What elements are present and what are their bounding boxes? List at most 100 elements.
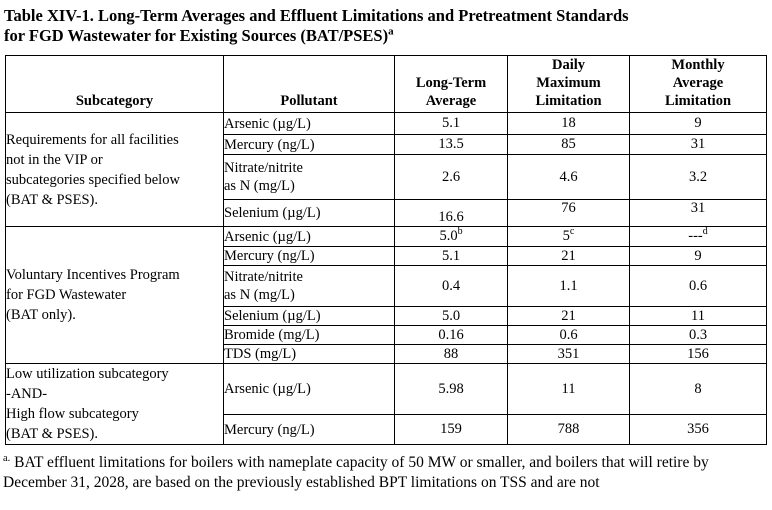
daily-maximum-cell: 5c bbox=[507, 226, 630, 247]
long-term-average-cell: 2.6 bbox=[394, 154, 508, 200]
page-title: Table XIV-1. Long-Term Averages and Effl… bbox=[4, 6, 772, 46]
long-term-average-cell: 16.6 bbox=[394, 199, 508, 227]
table-row: Voluntary Incentives Program for FGD Was… bbox=[5, 226, 767, 364]
pollutant-cell: Mercury (ng/L) bbox=[223, 246, 395, 266]
pollutant-cell: Arsenic (µg/L) bbox=[223, 112, 395, 135]
header-daily-maximum-limitation: Daily Maximum Limitation bbox=[507, 55, 630, 113]
daily-maximum-cell: 4.6 bbox=[507, 154, 630, 200]
monthly-average-cell: 31 bbox=[629, 134, 767, 155]
table-row: Nitrate/nitrite as N (mg/L) 2.6 4.6 3.2 bbox=[6, 154, 767, 200]
long-term-average-cell: 5.0 bbox=[394, 306, 508, 326]
cell-value: 21 bbox=[561, 307, 576, 324]
long-term-average-cell: 0.16 bbox=[394, 325, 508, 345]
header-long-term-average: Long-Term Average bbox=[394, 55, 508, 113]
pollutant-cell: Nitrate/nitrite as N (mg/L) bbox=[223, 154, 395, 200]
cell-value: 0.6 bbox=[688, 277, 708, 294]
long-term-average-cell: 5.1 bbox=[394, 112, 508, 135]
daily-maximum-cell: 0.6 bbox=[507, 325, 630, 345]
value-superscript: d bbox=[702, 226, 708, 238]
daily-maximum-cell: 11 bbox=[507, 363, 630, 415]
header-monthly-average-limitation: Monthly Average Limitation bbox=[629, 55, 767, 113]
pollutant-cell: TDS (mg/L) bbox=[223, 344, 395, 364]
daily-maximum-cell: 1.1 bbox=[507, 265, 630, 307]
header-pollutant: Pollutant bbox=[223, 55, 395, 113]
pollutant-cell: Selenium (µg/L) bbox=[223, 306, 395, 326]
cell-value: 16.6 bbox=[438, 209, 464, 225]
pollutant-cell: Arsenic (µg/L) bbox=[223, 226, 395, 247]
table-row: Requirements for all facilities not in t… bbox=[5, 112, 767, 227]
cell-value: 5.1 bbox=[441, 115, 461, 131]
subcategory-cell: Voluntary Incentives Program for FGD Was… bbox=[5, 226, 224, 364]
pollutant-cell: Bromide (mg/L) bbox=[223, 325, 395, 345]
cell-value: --- bbox=[688, 228, 703, 244]
cell-value: 5.98 bbox=[438, 380, 464, 397]
table-row: TDS (mg/L) 88 351 156 bbox=[6, 344, 767, 364]
cell-value: 88 bbox=[443, 345, 459, 362]
cell-value: 0.4 bbox=[441, 277, 461, 294]
long-term-average-cell: 5.1 bbox=[394, 246, 508, 266]
monthly-average-cell: 0.6 bbox=[629, 265, 767, 307]
monthly-average-cell: 31 bbox=[629, 199, 767, 227]
cell-value: 8 bbox=[694, 380, 702, 397]
cell-value: 1.1 bbox=[559, 277, 578, 294]
pollutant-cell: Selenium (µg/L) bbox=[223, 199, 395, 227]
cell-value: 2.6 bbox=[441, 168, 461, 185]
cell-value: 11 bbox=[691, 307, 705, 324]
cell-value: 351 bbox=[557, 345, 580, 362]
cell-value: 788 bbox=[557, 421, 580, 437]
footnote-text: BAT effluent limitations for boilers wit… bbox=[3, 454, 709, 491]
cell-value: 85 bbox=[561, 136, 576, 152]
cell-value: 18 bbox=[561, 115, 576, 131]
cell-value: 356 bbox=[687, 421, 709, 437]
table-row: Selenium (µg/L) 16.6 76 31 bbox=[6, 199, 767, 227]
long-term-average-cell: 88 bbox=[394, 344, 508, 364]
cell-value: 5.0 bbox=[441, 307, 461, 324]
cell-value: 13.5 bbox=[438, 136, 464, 152]
header-subcategory: Subcategory bbox=[5, 55, 224, 113]
cell-value: 0.16 bbox=[438, 326, 464, 343]
table-header-row: Subcategory Pollutant Long-Term Average … bbox=[5, 55, 767, 113]
long-term-average-cell: 5.98 bbox=[394, 363, 508, 415]
page-title-line-1: Table XIV-1. Long-Term Averages and Effl… bbox=[4, 6, 629, 25]
long-term-average-cell: 159 bbox=[394, 414, 508, 445]
subcategory-cell: Requirements for all facilities not in t… bbox=[5, 112, 224, 227]
footnote-marker: a. bbox=[3, 452, 11, 464]
pollutant-cell: Arsenic (µg/L) bbox=[223, 363, 395, 415]
daily-maximum-cell: 351 bbox=[507, 344, 630, 364]
cell-value: 31 bbox=[690, 136, 706, 152]
cell-value: 3.2 bbox=[688, 168, 708, 185]
monthly-average-cell: 9 bbox=[629, 246, 767, 266]
table-row: Nitrate/nitrite as N (mg/L) 0.4 1.1 0.6 bbox=[6, 265, 767, 307]
long-term-average-cell: 13.5 bbox=[394, 134, 508, 155]
cell-value: 0.6 bbox=[559, 326, 578, 343]
cell-value: 31 bbox=[690, 200, 706, 217]
table-row: Low utilization subcategory -AND- High f… bbox=[5, 363, 767, 445]
pollutant-cell: Mercury (ng/L) bbox=[223, 134, 395, 155]
pollutant-cell: Mercury (ng/L) bbox=[223, 414, 395, 445]
daily-maximum-cell: 21 bbox=[507, 306, 630, 326]
daily-maximum-cell: 85 bbox=[507, 134, 630, 155]
daily-maximum-cell: 18 bbox=[507, 112, 630, 135]
monthly-average-cell: 8 bbox=[629, 363, 767, 415]
table-row: Mercury (ng/L) 13.5 85 31 bbox=[6, 134, 767, 155]
cell-value: 156 bbox=[687, 345, 709, 362]
page-title-line-2-text: for FGD Wastewater for Existing Sources … bbox=[4, 26, 389, 45]
cell-value: 9 bbox=[694, 115, 702, 131]
monthly-average-cell: ---d bbox=[629, 226, 767, 247]
page-title-line-2: for FGD Wastewater for Existing Sources … bbox=[4, 26, 772, 46]
title-footnote-marker: a bbox=[388, 25, 394, 38]
data-table: Subcategory Pollutant Long-Term Average … bbox=[5, 55, 767, 445]
monthly-average-cell: 3.2 bbox=[629, 154, 767, 200]
footnote: a. BAT effluent limitations for boilers … bbox=[3, 453, 767, 493]
cell-value: 76 bbox=[561, 200, 576, 217]
long-term-average-cell: 0.4 bbox=[394, 265, 508, 307]
cell-value: 4.6 bbox=[559, 168, 578, 185]
cell-value: 5 bbox=[562, 228, 570, 244]
monthly-average-cell: 9 bbox=[629, 112, 767, 135]
table-row: Bromide (mg/L) 0.16 0.6 0.3 bbox=[6, 325, 767, 345]
table-row: Selenium (µg/L) 5.0 21 11 bbox=[6, 306, 767, 326]
value-superscript: c bbox=[569, 226, 575, 238]
daily-maximum-cell: 788 bbox=[507, 414, 630, 445]
monthly-average-cell: 11 bbox=[629, 306, 767, 326]
